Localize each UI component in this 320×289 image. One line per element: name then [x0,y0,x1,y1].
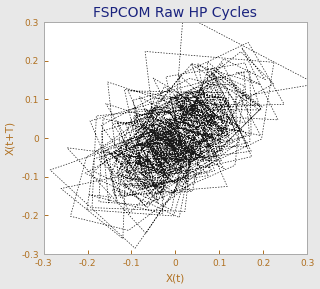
X-axis label: X(t): X(t) [166,273,185,284]
Y-axis label: X(t+T): X(t+T) [5,121,16,155]
Title: FSPCOM Raw HP Cycles: FSPCOM Raw HP Cycles [93,5,257,20]
